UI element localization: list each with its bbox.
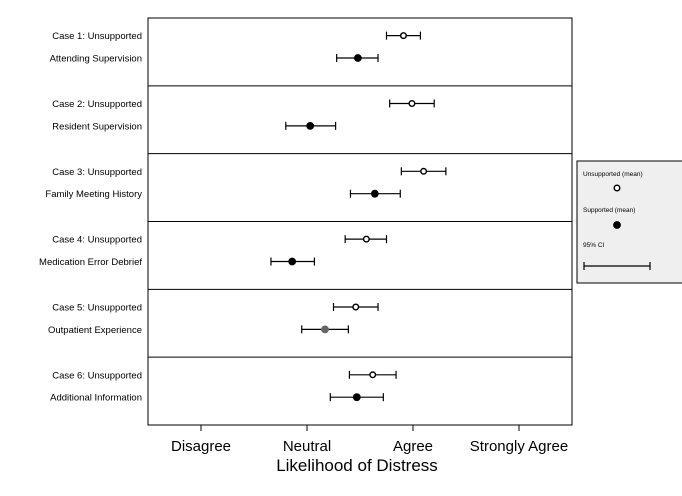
ci-row bbox=[332, 302, 379, 311]
mean-point-filled bbox=[353, 54, 362, 62]
row-label: Family Meeting History bbox=[45, 189, 142, 200]
row-label: Case 3: Unsupported bbox=[52, 167, 142, 178]
row-labels: Case 1: Unsupported Attending Supervision… bbox=[39, 31, 142, 404]
ci-row bbox=[329, 393, 384, 402]
legend-label: Unsupported (mean) bbox=[583, 171, 643, 178]
x-axis: Disagree Neutral Agree Strongly Agree bbox=[171, 425, 568, 455]
mean-point-open bbox=[352, 303, 360, 311]
x-tick-label: Neutral bbox=[283, 438, 331, 455]
ci-row bbox=[385, 31, 422, 40]
x-axis-label: Likelihood of Distress bbox=[276, 456, 438, 475]
ci-row bbox=[400, 167, 447, 176]
mean-point-open bbox=[399, 32, 407, 40]
legend: Unsupported (mean) Supported (mean) 95% CI bbox=[576, 160, 682, 284]
mean-point-filled bbox=[352, 393, 361, 402]
mean-point-open bbox=[408, 99, 416, 107]
ci-row bbox=[389, 99, 435, 108]
ci-row bbox=[344, 235, 388, 244]
legend-open-circle bbox=[613, 184, 621, 192]
case-panels bbox=[147, 17, 573, 426]
legend-label: Supported (mean) bbox=[583, 207, 635, 214]
mean-point-filled bbox=[288, 257, 297, 266]
row-label: Additional Information bbox=[50, 393, 142, 404]
row-label: Case 4: Unsupported bbox=[52, 235, 142, 246]
mean-point-filled bbox=[370, 189, 379, 198]
mean-point-open bbox=[369, 371, 377, 379]
row-label: Case 6: Unsupported bbox=[52, 370, 142, 381]
ci-row bbox=[348, 370, 397, 379]
row-label: Attending Supervision bbox=[50, 54, 142, 65]
ci-row bbox=[285, 121, 337, 130]
legend-filled-circle bbox=[613, 221, 621, 229]
ci-row bbox=[301, 325, 349, 334]
x-tick-label: Strongly Agree bbox=[470, 438, 568, 455]
legend-label: 95% CI bbox=[583, 242, 605, 249]
ci-row bbox=[336, 54, 379, 63]
row-label: Resident Supervision bbox=[52, 121, 142, 132]
mean-point-filled bbox=[306, 121, 315, 130]
row-label: Medication Error Debrief bbox=[39, 257, 142, 268]
x-tick-label: Agree bbox=[393, 438, 433, 455]
mean-point-open bbox=[420, 167, 428, 175]
ci-row bbox=[270, 257, 316, 266]
mean-point-filled bbox=[321, 325, 329, 334]
row-label: Case 1: Unsupported bbox=[52, 31, 142, 42]
mean-point-open bbox=[362, 235, 370, 243]
data-marks bbox=[270, 31, 447, 402]
ci-row bbox=[349, 189, 401, 198]
row-label: Case 2: Unsupported bbox=[52, 99, 142, 110]
legend-box bbox=[576, 160, 682, 284]
row-label: Outpatient Experience bbox=[48, 325, 142, 336]
row-label: Case 5: Unsupported bbox=[52, 302, 142, 313]
x-tick-label: Disagree bbox=[171, 438, 231, 455]
